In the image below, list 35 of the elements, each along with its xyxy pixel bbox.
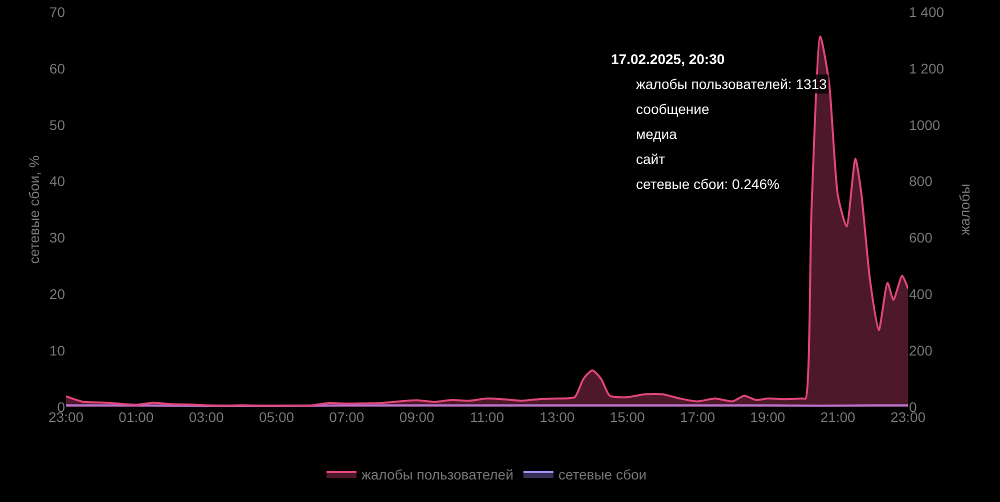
y2-tick-label: 1000 — [909, 116, 940, 133]
annotation: медиа — [636, 126, 678, 142]
annotation: сообщение — [636, 101, 710, 117]
legend-label: жалобы пользователей — [362, 466, 514, 482]
annotation: 17.02.2025, 20:30 — [611, 51, 725, 67]
y2-tick-label: 1 200 — [909, 60, 944, 76]
x-tick-label: 09:00 — [399, 409, 435, 425]
annotation: сетевые сбои: 0.246% — [636, 176, 780, 192]
x-tick-label: 13:00 — [540, 409, 575, 425]
x-tick-label: 03:00 — [188, 409, 224, 425]
legend-label: сетевые сбои — [558, 466, 647, 482]
y-tick-label: 50 — [49, 116, 66, 133]
x-tick-label: 07:00 — [329, 409, 364, 425]
y-tick-label: 40 — [49, 173, 66, 190]
annotation: сайт — [636, 151, 666, 167]
y-tick-label: 60 — [49, 60, 66, 76]
y2-axis-title: жалобы — [956, 184, 973, 236]
y-axis-title: сетевые сбои, % — [26, 155, 42, 264]
x-tick-label: 19:00 — [750, 409, 786, 425]
y-tick-label: 70 — [49, 4, 66, 20]
x-tick-label: 17:00 — [680, 409, 716, 425]
x-tick-label: 21:00 — [820, 409, 856, 425]
y-tick-label: 30 — [49, 230, 66, 246]
x-tick-label: 01:00 — [118, 409, 154, 425]
y2-tick-label: 600 — [909, 230, 933, 246]
x-tick-label: 11:00 — [470, 409, 504, 425]
y2-tick-label: 800 — [909, 173, 933, 190]
annotation: жалобы пользователей: 1313 — [636, 76, 828, 92]
y2-tick-label: 1 400 — [909, 4, 944, 20]
y2-tick-label: 400 — [909, 286, 933, 302]
x-tick-label: 15:00 — [610, 409, 646, 425]
y2-tick-label: 200 — [909, 342, 933, 358]
y-tick-label: 20 — [49, 286, 66, 302]
x-tick-label: 05:00 — [258, 409, 294, 425]
y-tick-label: 10 — [49, 342, 66, 358]
